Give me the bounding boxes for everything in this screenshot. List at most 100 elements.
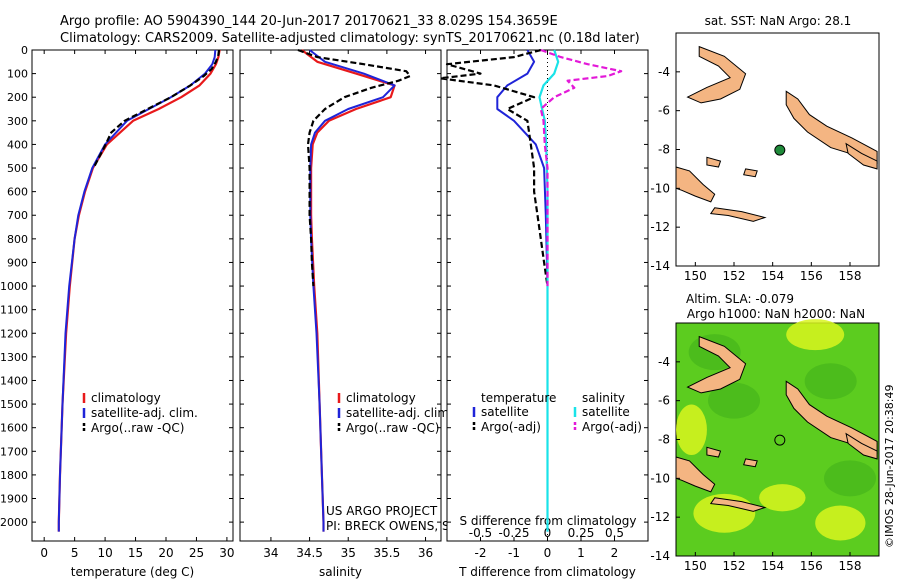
y-tick-label: -12 — [650, 220, 670, 234]
x-axis-label: T difference from climatology — [458, 565, 636, 579]
x-tick-label: 1 — [577, 546, 585, 560]
sst-map-panel: sat. SST: NaN Argo: 28.1 150 152 154 156 158 -… — [650, 14, 880, 283]
y-tick-label: -14 — [650, 259, 670, 273]
x-tick-label: 35.5 — [374, 546, 401, 560]
legend-label: satellite — [582, 405, 630, 419]
y-tick-label: 0 — [21, 44, 28, 57]
y-tick-label: 2000 — [0, 516, 28, 529]
x-tick-label: 150 — [684, 269, 707, 283]
land-polygon — [686, 45, 747, 104]
x-tick-label: -2 — [475, 546, 487, 560]
temperature-argo-line — [439, 48, 549, 287]
land-polygon — [709, 497, 767, 512]
y-tick-label: 200 — [7, 91, 28, 104]
legend-label: satellite-adj. clim. — [346, 406, 453, 420]
x-tick-label: -1 — [508, 546, 520, 560]
y-tick-label: -10 — [650, 181, 670, 195]
y-tick-label: 700 — [7, 209, 28, 222]
y-tick-label: -4 — [658, 355, 670, 369]
x-tick-label: 35 — [341, 546, 356, 560]
x-tick-label: 25 — [189, 546, 204, 560]
x-axis-label: salinity — [319, 565, 362, 579]
y-tick-label: 900 — [7, 256, 28, 269]
x-tick-label: 15 — [128, 546, 143, 560]
legend-label: satellite — [481, 405, 529, 419]
land-polygon — [743, 168, 758, 178]
land-polygon — [845, 142, 878, 170]
y-tick-label: 1800 — [0, 469, 28, 482]
land-polygon — [845, 432, 878, 460]
legend-label: Argo(..raw -QC) — [346, 421, 439, 435]
y-tick-label: 1300 — [0, 351, 28, 364]
annotation-line1: US ARGO PROJECT — [326, 504, 438, 518]
legend-label: satellite-adj. clim. — [91, 406, 198, 420]
salinity-argo-line — [539, 48, 623, 287]
sla-map-title-line2: Argo h1000: NaN h2000: NaN — [687, 307, 865, 321]
land-polygon — [706, 156, 722, 168]
x-axis-label: temperature (deg C) — [71, 565, 194, 579]
figure-title-line2: Climatology: CARS2009. Satellite-adjuste… — [60, 31, 640, 46]
x-tick-label: 156 — [800, 559, 823, 573]
salinity-satellite-line — [538, 49, 560, 532]
x-tick-label: 36 — [418, 546, 433, 560]
sla-high-patch — [759, 484, 806, 512]
sla-low-patch — [824, 460, 876, 497]
y-tick-label: 300 — [7, 115, 28, 128]
legend-label: Argo(-adj) — [481, 420, 541, 434]
x-tick-label: 154 — [761, 269, 784, 283]
legend-label: climatology — [346, 391, 416, 405]
y-tick-label: 800 — [7, 233, 28, 246]
y-tick-label: -4 — [658, 65, 670, 79]
y-tick-label: 1700 — [0, 445, 28, 458]
land-polygon — [706, 446, 722, 458]
x-tick-label: 34 — [263, 546, 278, 560]
y-tick-label: -6 — [658, 394, 670, 408]
argo-float-marker — [774, 144, 786, 156]
x-tick-label: 34.5 — [296, 546, 323, 560]
y-tick-label: 1100 — [0, 304, 28, 317]
plot-frame — [31, 49, 234, 542]
land-polygon — [675, 166, 716, 203]
legend-header-temperature: temperature — [481, 391, 556, 405]
land-polygon — [743, 458, 758, 468]
x-tick-label: 30 — [219, 546, 234, 560]
y-tick-label: 500 — [7, 162, 28, 175]
legend-header-salinity: salinity — [582, 391, 625, 405]
x-tick-label: 0 — [40, 546, 48, 560]
y-tick-label: -14 — [650, 549, 670, 563]
credit-text: ©IMOS 28-Jun-2017 20:38:49 — [883, 384, 896, 548]
y-tick-label: 600 — [7, 186, 28, 199]
sla-low-patch — [804, 363, 857, 400]
x-tick-label: 156 — [800, 269, 823, 283]
y-tick-label: -6 — [658, 104, 670, 118]
y-tick-label: 400 — [7, 138, 28, 151]
salinity-tick-label: 0.25 — [568, 526, 595, 540]
difference-panel: -2 -1 0 1 2 T difference from climatology -0.5… — [439, 48, 649, 579]
sla-low-patch — [708, 382, 760, 419]
y-tick-label: 1600 — [0, 422, 28, 435]
x-tick-label: 5 — [71, 546, 79, 560]
sla-high-patch — [815, 505, 866, 541]
y-tick-label: 1000 — [0, 280, 28, 293]
x-tick-label: 2 — [611, 546, 619, 560]
legend-label: climatology — [91, 391, 161, 405]
figure-title-line1: Argo profile: AO 5904390_144 20-Jun-2017… — [60, 14, 558, 29]
legend-label: Argo(..raw -QC) — [91, 421, 184, 435]
x-tick-label: 0 — [544, 546, 552, 560]
y-tick-label: 1400 — [0, 374, 28, 387]
y-tick-label: -10 — [650, 471, 670, 485]
x-tick-label: 158 — [839, 269, 862, 283]
sla-high-patch — [676, 404, 707, 456]
y-tick-label: -8 — [658, 433, 670, 447]
sla-map-title-line1: Altim. SLA: -0.079 — [686, 292, 794, 306]
argo-float-marker — [774, 434, 786, 446]
temperature-panel: 0 5 10 15 20 25 300100200300400500600700800900… — [0, 44, 235, 579]
salinity-tick-label: -0.5 — [469, 526, 492, 540]
plot-frame — [239, 49, 442, 542]
salinity-tick-label: 0 — [544, 526, 552, 540]
y-tick-label: 1900 — [0, 493, 28, 506]
land-polygon — [675, 456, 716, 493]
y-tick-label: 1200 — [0, 327, 28, 340]
y-tick-label: 1500 — [0, 398, 28, 411]
